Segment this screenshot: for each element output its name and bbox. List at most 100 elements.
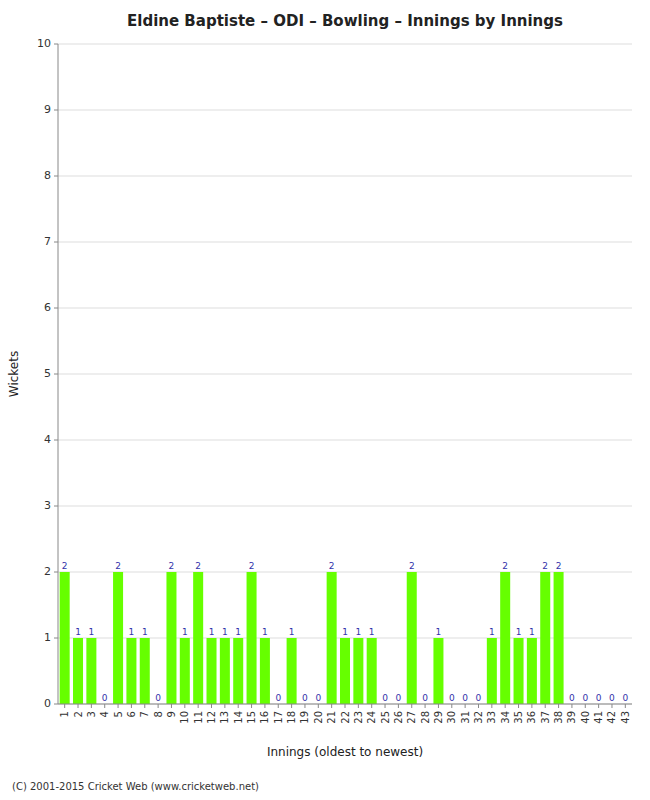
- x-tick: [131, 704, 132, 708]
- data-label: 2: [115, 561, 121, 571]
- x-tick-label: 33: [486, 711, 497, 724]
- x-tick-label: 16: [259, 711, 270, 724]
- bar: [487, 638, 497, 704]
- y-tick: [54, 374, 58, 375]
- x-tick-label: 17: [273, 711, 284, 724]
- x-tick: [505, 704, 506, 708]
- data-label: 1: [222, 627, 228, 637]
- x-tick: [518, 704, 519, 708]
- data-label: 1: [262, 627, 268, 637]
- y-tick: [54, 176, 58, 177]
- bar: [540, 572, 550, 704]
- y-tick: [54, 572, 58, 573]
- grid-line: [58, 440, 632, 441]
- x-tick: [411, 704, 412, 708]
- y-tick-label: 4: [44, 433, 51, 446]
- x-tick-label: 40: [580, 711, 591, 724]
- bar: [554, 572, 564, 704]
- x-tick-label: 26: [393, 711, 404, 724]
- data-label: 2: [62, 561, 68, 571]
- bar: [73, 638, 83, 704]
- page: {"chart_data": {"type": "bar", "title": …: [0, 0, 650, 800]
- data-label: 2: [556, 561, 562, 571]
- data-label: 0: [596, 693, 602, 703]
- x-tick: [451, 704, 452, 708]
- x-tick: [78, 704, 79, 708]
- data-label: 1: [209, 627, 215, 637]
- x-tick-label: 6: [126, 711, 137, 717]
- x-tick-label: 12: [206, 711, 217, 724]
- y-tick-label: 9: [44, 103, 51, 116]
- grid-line: [58, 44, 632, 45]
- x-tick-label: 25: [380, 711, 391, 724]
- bar: [340, 638, 350, 704]
- y-tick: [54, 506, 58, 507]
- data-label: 2: [195, 561, 201, 571]
- x-tick: [198, 704, 199, 708]
- x-tick: [425, 704, 426, 708]
- grid-line: [58, 176, 632, 177]
- x-tick-label: 23: [353, 711, 364, 724]
- x-axis: 1234567891011121314151617181920212223242…: [59, 704, 631, 724]
- bar: [60, 572, 70, 704]
- y-tick-label: 5: [44, 367, 51, 380]
- y-tick-label: 1: [44, 631, 51, 644]
- x-tick-label: 31: [460, 711, 471, 724]
- grid-line: [58, 242, 632, 243]
- x-tick: [331, 704, 332, 708]
- bar: [166, 572, 176, 704]
- x-tick: [104, 704, 105, 708]
- data-label: 1: [369, 627, 375, 637]
- y-axis-line: [58, 44, 59, 704]
- y-tick-label: 6: [44, 301, 51, 314]
- data-label: 0: [155, 693, 161, 703]
- x-tick-label: 32: [473, 711, 484, 724]
- x-tick: [491, 704, 492, 708]
- footer: (C) 2001-2015 Cricket Web (www.cricketwe…: [12, 781, 259, 792]
- x-tick-label: 39: [566, 711, 577, 724]
- bar: [260, 638, 270, 704]
- x-tick: [371, 704, 372, 708]
- bar: [233, 638, 243, 704]
- data-label: 1: [142, 627, 148, 637]
- bar: [86, 638, 96, 704]
- x-tick: [558, 704, 559, 708]
- grid-line: [58, 374, 632, 375]
- x-tick-label: 11: [193, 711, 204, 724]
- bar: [527, 638, 537, 704]
- x-tick: [545, 704, 546, 708]
- data-label: 0: [569, 693, 575, 703]
- bar: [433, 638, 443, 704]
- y-tick: [54, 44, 58, 45]
- bar: [327, 572, 337, 704]
- x-tick: [398, 704, 399, 708]
- x-tick-label: 7: [139, 711, 150, 717]
- grid-line: [58, 110, 632, 111]
- x-tick: [571, 704, 572, 708]
- y-tick: [54, 242, 58, 243]
- x-tick-label: 19: [299, 711, 310, 724]
- y-tick: [54, 308, 58, 309]
- data-label: 1: [182, 627, 188, 637]
- x-tick-label: 36: [526, 711, 537, 724]
- x-tick-label: 28: [420, 711, 431, 724]
- x-tick-label: 41: [593, 711, 604, 724]
- grid-line: [58, 506, 632, 507]
- x-tick: [318, 704, 319, 708]
- x-tick: [224, 704, 225, 708]
- data-label: 0: [275, 693, 281, 703]
- x-axis-label: Innings (oldest to newest): [267, 745, 423, 759]
- y-tick-label: 7: [44, 235, 51, 248]
- bar: [514, 638, 524, 704]
- x-tick: [211, 704, 212, 708]
- y-tick-label: 2: [44, 565, 51, 578]
- bar: [113, 572, 123, 704]
- data-label: 0: [302, 693, 308, 703]
- x-tick: [264, 704, 265, 708]
- data-label: 0: [449, 693, 455, 703]
- x-tick: [238, 704, 239, 708]
- x-tick-label: 3: [86, 711, 97, 717]
- x-tick: [358, 704, 359, 708]
- bar: [500, 572, 510, 704]
- x-tick-label: 15: [246, 711, 257, 724]
